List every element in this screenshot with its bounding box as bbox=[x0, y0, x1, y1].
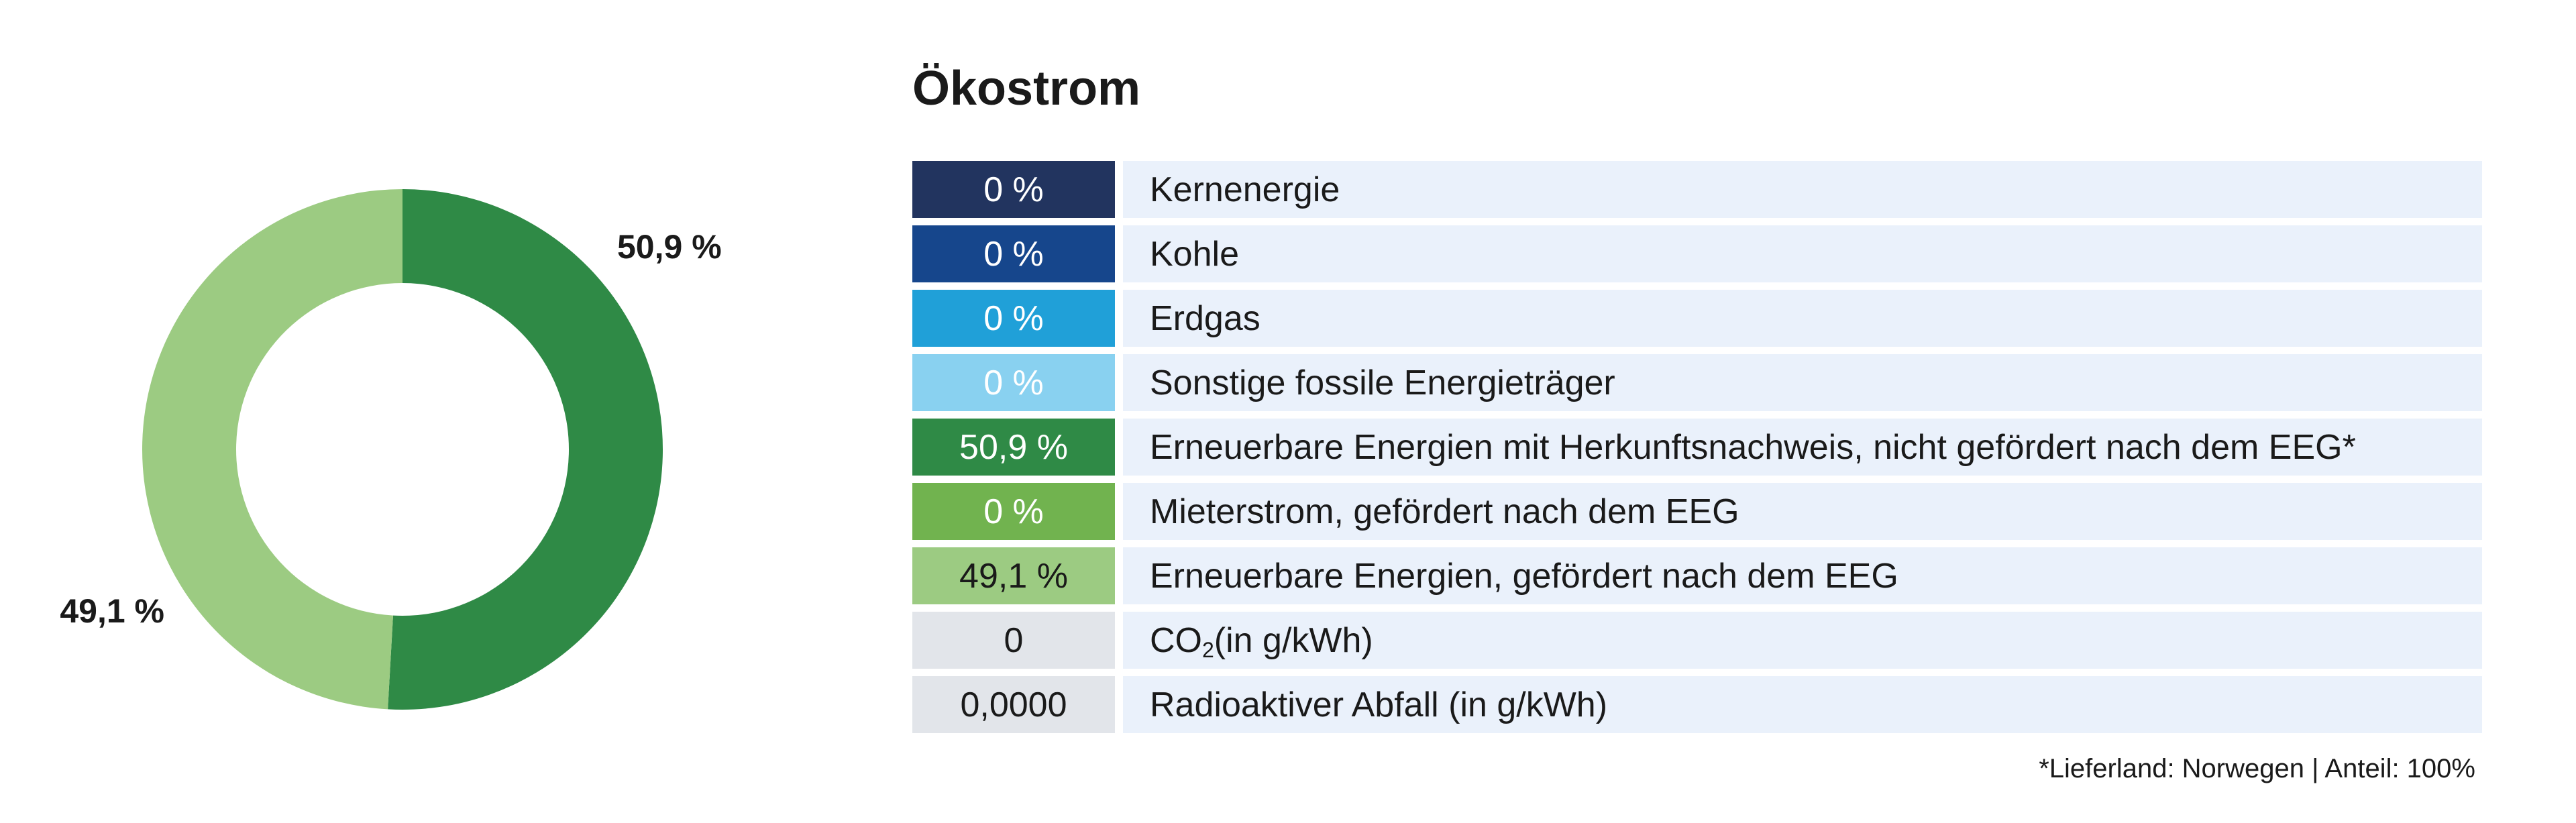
legend-row: 0 % Erdgas bbox=[912, 290, 2482, 347]
legend-label-text: Mieterstrom, gefördert nach dem EEG bbox=[1150, 492, 1739, 531]
legend-label-text: Erneuerbare Energien mit Herkunftsnachwe… bbox=[1150, 427, 2356, 467]
legend-row: 0 % Kohle bbox=[912, 225, 2482, 282]
donut-slice bbox=[142, 188, 402, 710]
chart-title: Ökostrom bbox=[912, 62, 1141, 115]
legend-value-cell: 0 % bbox=[912, 354, 1115, 411]
donut-slice-label: 50,9 % bbox=[617, 228, 722, 266]
legend-value-cell: 0 % bbox=[912, 290, 1115, 347]
legend-label-suffix: (in g/kWh) bbox=[1214, 620, 1373, 660]
footnote: *Lieferland: Norwegen | Anteil: 100% bbox=[2039, 754, 2475, 783]
legend-value-cell: 0 % bbox=[912, 483, 1115, 540]
legend-label-text: Erdgas bbox=[1150, 298, 1260, 338]
legend-row: 0,0000 Radioaktiver Abfall (in g/kWh) bbox=[912, 676, 2482, 733]
donut-chart: 50,9 % 49,1 % bbox=[60, 188, 722, 710]
legend-label-cell: Erneuerbare Energien, gefördert nach dem… bbox=[1123, 547, 2482, 604]
legend-label-cell: Kernenergie bbox=[1123, 161, 2482, 218]
legend-value-cell: 50,9 % bbox=[912, 419, 1115, 476]
legend-label-cell: Radioaktiver Abfall (in g/kWh) bbox=[1123, 676, 2482, 733]
legend-label-text: Radioaktiver Abfall (in g/kWh) bbox=[1150, 685, 1608, 724]
legend-row: 49,1 % Erneuerbare Energien, gefördert na… bbox=[912, 547, 2482, 604]
legend-row: 0 % Kernenergie bbox=[912, 161, 2482, 218]
legend-label-cell: CO 2 (in g/kWh) bbox=[1123, 612, 2482, 669]
legend-value-cell: 0,0000 bbox=[912, 676, 1115, 733]
legend-value-cell: 0 bbox=[912, 612, 1115, 669]
energy-mix-legend-table: 0 % Kernenergie 0 % Kohle 0 % Erdgas 0 % Sonsti… bbox=[912, 161, 2482, 740]
legend-value-cell: 0 % bbox=[912, 161, 1115, 218]
legend-label-text: Erneuerbare Energien, gefördert nach dem… bbox=[1150, 556, 1898, 596]
donut-slice-label: 49,1 % bbox=[60, 592, 164, 630]
legend-label-cell: Sonstige fossile Energieträger bbox=[1123, 354, 2482, 411]
legend-row: 0 CO 2 (in g/kWh) bbox=[912, 612, 2482, 669]
legend-value-cell: 0 % bbox=[912, 225, 1115, 282]
legend-label-cell: Kohle bbox=[1123, 225, 2482, 282]
legend-row: 0 % Sonstige fossile Energieträger bbox=[912, 354, 2482, 411]
legend-row: 50,9 % Erneuerbare Energien mit Herkunfts… bbox=[912, 419, 2482, 476]
legend-label-text: Kohle bbox=[1150, 234, 1239, 274]
legend-label-text: Sonstige fossile Energieträger bbox=[1150, 363, 1615, 402]
legend-row: 0 % Mieterstrom, gefördert nach dem EEG bbox=[912, 483, 2482, 540]
legend-label-text: CO bbox=[1150, 620, 1202, 660]
legend-label-cell: Mieterstrom, gefördert nach dem EEG bbox=[1123, 483, 2482, 540]
legend-label-cell: Erneuerbare Energien mit Herkunftsnachwe… bbox=[1123, 419, 2482, 476]
legend-label-cell: Erdgas bbox=[1123, 290, 2482, 347]
donut-slice bbox=[388, 189, 663, 710]
legend-label-text: Kernenergie bbox=[1150, 170, 1340, 209]
legend-value-cell: 49,1 % bbox=[912, 547, 1115, 604]
